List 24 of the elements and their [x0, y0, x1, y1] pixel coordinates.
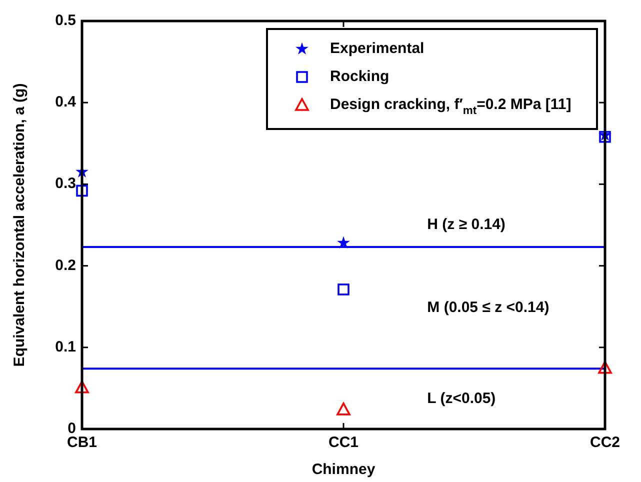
x-tick-label: CC2: [590, 434, 620, 451]
y-tick-label: 0: [68, 420, 76, 437]
x-tick-label: CB1: [66, 434, 98, 451]
annotation: M (0.05 ≤ z <0.14): [427, 298, 550, 316]
annotation: H (z ≥ 0.14): [427, 216, 506, 233]
point: [336, 402, 350, 416]
point: [75, 380, 89, 394]
point: [599, 130, 611, 143]
y-tick-label: 0.2: [55, 256, 76, 274]
y-tick-label: 0.5: [55, 12, 76, 29]
legend-label: Experimental: [330, 40, 424, 57]
point: [338, 237, 349, 248]
y-tick-label: 0.4: [55, 94, 77, 111]
x-axis-title: Chimney: [312, 461, 376, 478]
legend-label: Rocking: [330, 68, 390, 85]
point: [76, 184, 88, 197]
point: [338, 284, 350, 296]
y-tick-label: 0.3: [55, 175, 76, 192]
y-tick-label: 0.1: [55, 338, 76, 356]
y-axis-title: Equivalent horizontal acceleration, a (g): [11, 83, 28, 367]
x-tick-label: CC1: [328, 434, 359, 451]
point: [598, 360, 612, 374]
legend-label: Design cracking, f′$_{mt}$=0.2 MPa [11]: [330, 96, 572, 117]
annotation: L (z<0.05): [427, 390, 496, 407]
